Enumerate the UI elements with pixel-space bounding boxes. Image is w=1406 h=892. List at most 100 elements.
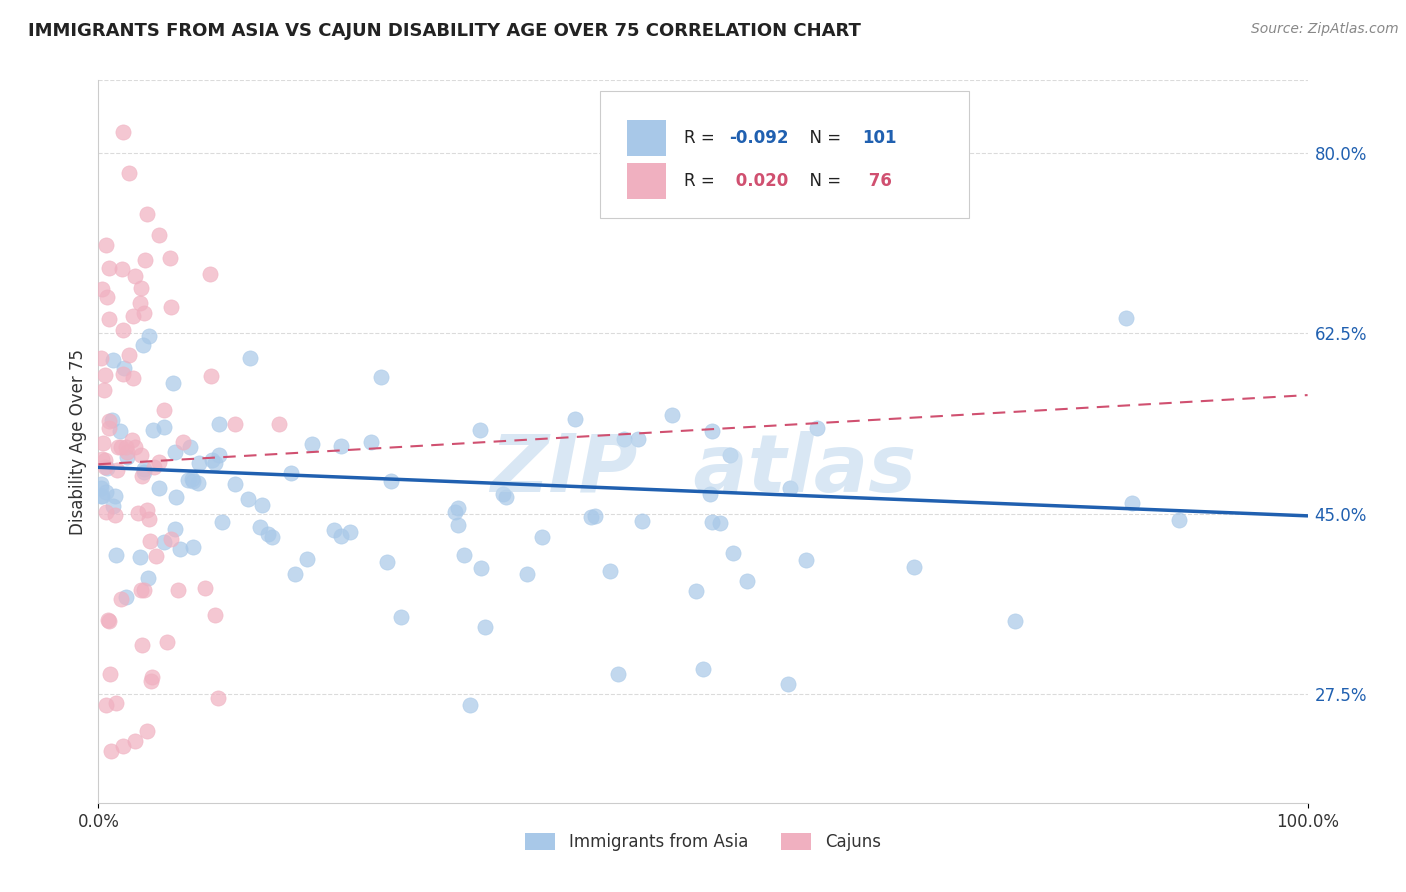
Point — [134, 252, 156, 267]
Point — [583, 508, 606, 523]
Y-axis label: Disability Age Over 75: Disability Age Over 75 — [69, 349, 87, 534]
Point — [94, 484, 117, 499]
Point — [93, 436, 115, 450]
Point — [112, 360, 135, 375]
Point — [180, 472, 202, 486]
Point — [115, 444, 138, 458]
Point — [447, 501, 470, 516]
Point — [160, 301, 183, 315]
Point — [249, 520, 271, 534]
Text: Source: ZipAtlas.com: Source: ZipAtlas.com — [1251, 22, 1399, 37]
Point — [97, 312, 120, 326]
Point — [93, 368, 115, 383]
Point — [135, 207, 157, 221]
Point — [111, 125, 134, 139]
Point — [115, 590, 138, 604]
Point — [101, 353, 124, 368]
Point — [806, 421, 828, 435]
Point — [111, 262, 134, 277]
Point — [90, 351, 112, 365]
Bar — [627, 120, 665, 156]
Point — [444, 505, 467, 519]
Legend: Immigrants from Asia, Cajuns: Immigrants from Asia, Cajuns — [517, 825, 889, 860]
Point — [101, 499, 124, 513]
Point — [124, 269, 146, 284]
Point — [169, 541, 191, 556]
FancyBboxPatch shape — [600, 91, 969, 218]
Point — [142, 424, 165, 438]
Point — [104, 508, 127, 522]
Point — [181, 474, 204, 488]
Point — [269, 417, 291, 431]
Point — [142, 459, 165, 474]
Point — [141, 670, 163, 684]
Point — [194, 581, 217, 595]
Point — [132, 338, 155, 352]
Point — [721, 545, 744, 559]
Point — [474, 620, 496, 634]
Point — [111, 367, 134, 381]
Point — [779, 481, 801, 495]
Point — [579, 510, 602, 524]
Text: 101: 101 — [863, 129, 897, 147]
Point — [129, 295, 152, 310]
Point — [720, 448, 742, 462]
Point — [453, 548, 475, 562]
Point — [183, 540, 205, 554]
Point — [121, 433, 143, 447]
Point — [153, 534, 176, 549]
Point — [129, 549, 152, 564]
Point — [198, 267, 221, 281]
Point — [90, 282, 112, 296]
Point — [1004, 614, 1026, 628]
Point — [124, 440, 146, 454]
Point — [699, 487, 721, 501]
Point — [94, 460, 117, 475]
Point — [794, 553, 817, 567]
Point — [239, 351, 262, 366]
Point — [470, 423, 492, 437]
Point — [447, 518, 470, 533]
Point — [470, 560, 492, 574]
Point — [118, 349, 141, 363]
Point — [607, 666, 630, 681]
Point — [115, 450, 138, 464]
Point — [104, 489, 127, 503]
Point — [97, 613, 120, 627]
Point — [134, 306, 156, 320]
Point — [94, 238, 117, 252]
Point — [153, 403, 176, 417]
Point — [339, 524, 361, 539]
Point — [262, 530, 284, 544]
Point — [172, 434, 194, 449]
Point — [134, 465, 156, 479]
Point — [370, 370, 392, 384]
Point — [280, 467, 302, 481]
Text: R =: R = — [683, 172, 720, 190]
Point — [165, 522, 187, 536]
Point — [627, 432, 650, 446]
Point — [531, 530, 554, 544]
Point — [98, 667, 121, 681]
Point — [129, 583, 152, 598]
Point — [159, 251, 181, 265]
Point — [903, 560, 925, 574]
Point — [94, 698, 117, 712]
Point — [211, 515, 233, 529]
Point — [97, 614, 120, 628]
Point — [97, 414, 120, 428]
Point — [162, 376, 184, 390]
Point — [458, 698, 481, 712]
Point — [131, 638, 153, 652]
Point — [96, 461, 118, 475]
Point — [201, 453, 224, 467]
Point — [709, 516, 731, 530]
Point — [148, 228, 170, 243]
Text: N =: N = — [799, 129, 846, 147]
Point — [179, 440, 201, 454]
Point — [224, 417, 246, 432]
Point — [90, 489, 112, 503]
Point — [776, 677, 799, 691]
Text: 0.020: 0.020 — [730, 172, 787, 190]
Point — [104, 696, 127, 710]
